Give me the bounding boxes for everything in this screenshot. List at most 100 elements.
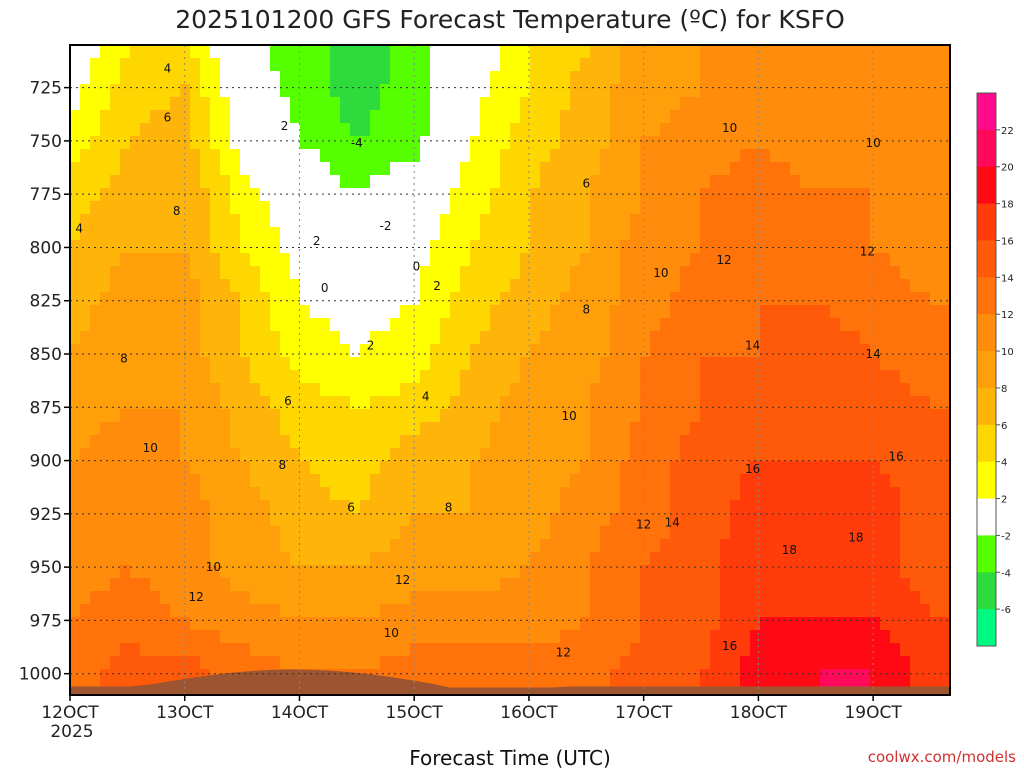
field-cell (810, 305, 821, 319)
field-cell (230, 526, 241, 540)
field-cell (870, 58, 881, 72)
field-cell (410, 669, 421, 683)
field-cell (150, 422, 161, 436)
field-cell (730, 578, 741, 592)
field-cell (670, 487, 681, 501)
field-cell (850, 669, 861, 683)
field-cell (420, 305, 431, 319)
field-cell (430, 656, 441, 670)
field-cell (170, 513, 181, 527)
field-cell (480, 149, 491, 163)
field-cell (180, 45, 191, 59)
field-cell (390, 513, 401, 527)
y-tick-label: 925 (30, 505, 62, 525)
field-cell (360, 136, 371, 150)
field-cell (860, 292, 871, 306)
field-cell (630, 396, 641, 410)
site-credit[interactable]: coolwx.com/models (868, 748, 1016, 766)
field-cell (850, 253, 861, 267)
field-cell (920, 227, 931, 241)
field-cell (800, 435, 811, 449)
field-cell (660, 669, 671, 683)
field-cell (740, 396, 751, 410)
field-cell (710, 45, 721, 59)
field-cell (640, 526, 651, 540)
field-cell (860, 58, 871, 72)
field-cell (720, 266, 731, 280)
field-cell (740, 266, 751, 280)
field-cell (220, 279, 231, 293)
field-cell (360, 331, 371, 345)
field-cell (450, 669, 461, 683)
field-cell (850, 604, 861, 618)
field-cell (710, 630, 721, 644)
colorbar-label: -2 (1001, 531, 1011, 542)
field-cell (340, 604, 351, 618)
field-cell (740, 539, 751, 553)
field-cell (710, 565, 721, 579)
field-cell (200, 617, 211, 631)
field-cell (820, 552, 831, 566)
field-cell (870, 526, 881, 540)
field-cell (620, 383, 631, 397)
field-cell (360, 383, 371, 397)
field-cell (690, 383, 701, 397)
field-cell (880, 123, 891, 137)
field-cell (560, 474, 571, 488)
field-cell (780, 253, 791, 267)
field-cell (470, 656, 481, 670)
field-cell (530, 396, 541, 410)
field-cell (310, 305, 321, 319)
field-cell (720, 136, 731, 150)
field-cell (800, 669, 811, 683)
field-cell (240, 45, 251, 59)
field-cell (160, 630, 171, 644)
field-cell (940, 526, 950, 540)
field-cell (810, 591, 821, 605)
field-cell (450, 565, 461, 579)
field-cell (270, 422, 281, 436)
field-cell (700, 110, 711, 124)
field-cell (620, 175, 631, 189)
field-cell (330, 266, 341, 280)
field-cell (340, 214, 351, 228)
field-cell (860, 409, 871, 423)
field-cell (580, 240, 591, 254)
field-cell (110, 279, 121, 293)
field-cell (450, 240, 461, 254)
field-cell (820, 656, 831, 670)
field-cell (840, 643, 851, 657)
colorbar-label: 6 (1001, 421, 1007, 432)
field-cell (360, 292, 371, 306)
field-cell (800, 513, 811, 527)
field-cell (430, 643, 441, 657)
field-cell (180, 539, 191, 553)
field-cell (820, 526, 831, 540)
field-cell (880, 110, 891, 124)
field-cell (660, 240, 671, 254)
field-cell (220, 292, 231, 306)
field-cell (170, 331, 181, 345)
field-cell (80, 227, 91, 241)
field-cell (630, 240, 641, 254)
field-cell (440, 266, 451, 280)
field-cell (250, 110, 261, 124)
field-cell (280, 474, 291, 488)
field-cell (700, 370, 711, 384)
field-cell (870, 604, 881, 618)
field-cell (270, 253, 281, 267)
field-cell (380, 149, 391, 163)
field-cell (920, 539, 931, 553)
field-cell (290, 643, 301, 657)
field-cell (310, 539, 321, 553)
field-cell (210, 110, 221, 124)
field-cell (220, 71, 231, 85)
field-cell (440, 149, 451, 163)
field-cell (360, 448, 371, 462)
field-cell (920, 357, 931, 371)
field-cell (640, 149, 651, 163)
field-cell (610, 422, 621, 436)
field-cell (880, 617, 891, 631)
field-cell (310, 422, 321, 436)
field-cell (400, 656, 411, 670)
